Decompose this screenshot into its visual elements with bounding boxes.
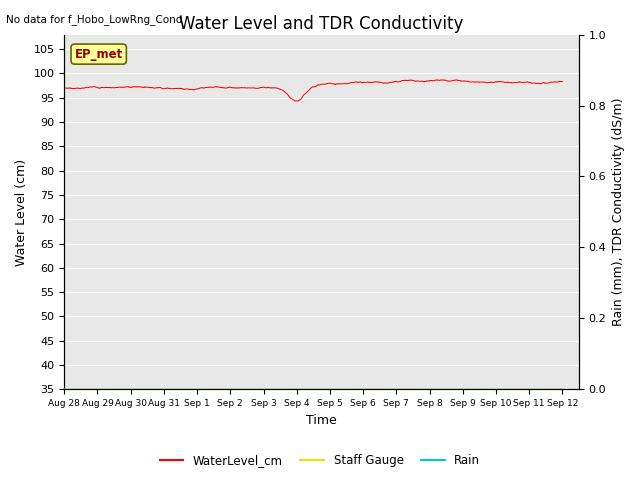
Y-axis label: Water Level (cm): Water Level (cm) [15,158,28,265]
X-axis label: Time: Time [307,414,337,427]
Y-axis label: Rain (mm), TDR Conductivity (dS/m): Rain (mm), TDR Conductivity (dS/m) [612,98,625,326]
Legend: WaterLevel_cm, Staff Gauge, Rain: WaterLevel_cm, Staff Gauge, Rain [155,449,485,472]
Title: Water Level and TDR Conductivity: Water Level and TDR Conductivity [179,15,464,33]
Text: EP_met: EP_met [75,48,123,60]
Text: No data for f_Hobo_LowRng_Cond: No data for f_Hobo_LowRng_Cond [6,14,183,25]
